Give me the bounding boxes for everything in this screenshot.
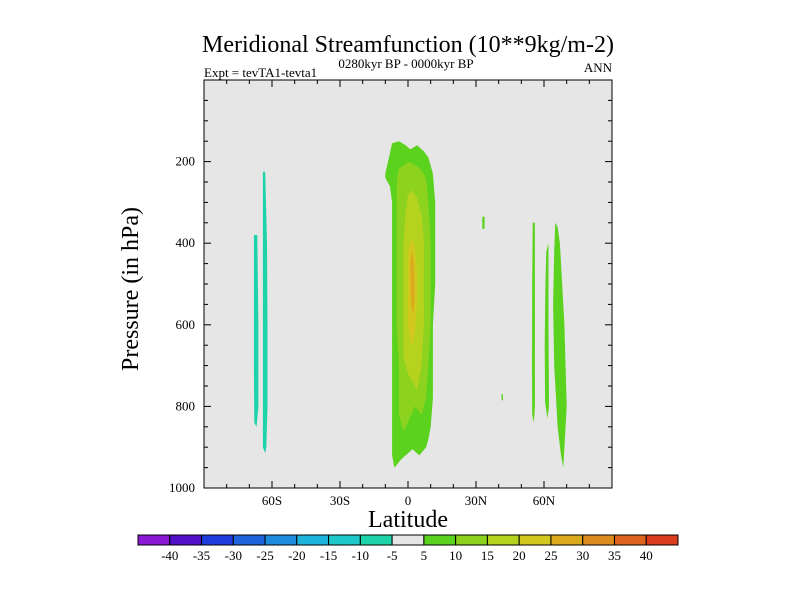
- colorbar-label: 10: [449, 548, 462, 563]
- y-tick-label: 400: [176, 235, 196, 250]
- y-tick-label: 600: [176, 317, 196, 332]
- colorbar-box: [264, 534, 298, 546]
- colorbar-label: 30: [576, 548, 589, 563]
- colorbar-label: -40: [161, 548, 178, 563]
- colorbar-label: 35: [608, 548, 621, 563]
- chart-subtitle-center: 0280kyr BP - 0000kyr BP: [338, 56, 473, 71]
- colorbar-box: [582, 534, 615, 546]
- colorbar-box: [518, 534, 552, 546]
- colorbar-box: [486, 534, 520, 546]
- colorbar-label: -25: [256, 548, 273, 563]
- colorbar-box: [137, 534, 171, 546]
- colorbar-box: [359, 534, 393, 546]
- y-tick-label: 200: [176, 154, 196, 169]
- colorbar-box: [455, 534, 488, 546]
- x-axis-label: Latitude: [368, 507, 448, 533]
- colorbar-box: [232, 534, 266, 546]
- colorbar-label: -20: [288, 548, 305, 563]
- colorbar-label: 40: [640, 548, 653, 563]
- cell-tropical-25-30: [410, 251, 415, 313]
- colorbar-label: 20: [513, 548, 526, 563]
- x-tick-label: 60S: [262, 493, 282, 508]
- cell-southern-b: [262, 171, 268, 454]
- colorbar-box: [391, 534, 425, 546]
- cell-small-b: [501, 394, 503, 401]
- cell-northern-b: [544, 243, 549, 419]
- colorbar-label: -5: [387, 548, 398, 563]
- cell-southern-a: [253, 235, 259, 427]
- colorbar-label: 25: [544, 548, 557, 563]
- contour-regions: [253, 141, 567, 468]
- colorbar-label: 5: [421, 548, 428, 563]
- x-tick-label: 30N: [465, 493, 488, 508]
- chart-subtitle-left: Expt = tevTA1-tevta1: [204, 65, 317, 80]
- colorbar-box: [169, 534, 203, 546]
- cell-northern-a: [532, 222, 535, 423]
- cell-small-a: [482, 216, 485, 229]
- colorbar-box: [423, 534, 457, 546]
- colorbar-label: 15: [481, 548, 494, 563]
- x-tick-label: 30S: [330, 493, 350, 508]
- y-tick-label: 800: [176, 398, 196, 413]
- cell-northern-c: [553, 222, 567, 468]
- colorbar-box: [296, 534, 330, 546]
- chart-title: Meridional Streamfunction (10**9kg/m-2): [202, 32, 614, 58]
- colorbar-label: -30: [225, 548, 242, 563]
- chart-subtitle-right: ANN: [584, 60, 613, 75]
- colorbar: -40 -35 -30 -25 -20 -15 -10 -5 5 10 15 20 25 30 35 40: [137, 534, 679, 563]
- colorbar-label: -15: [320, 548, 337, 563]
- plot-frame: [203, 79, 613, 489]
- colorbar-label: -10: [352, 548, 369, 563]
- y-axis-label: Pressure (in hPa): [118, 207, 144, 371]
- x-tick-label: 60N: [533, 493, 556, 508]
- x-tick-label: 0: [405, 493, 412, 508]
- y-tick-label: 1000: [169, 480, 195, 495]
- colorbar-box: [613, 534, 647, 546]
- colorbar-box: [328, 534, 361, 546]
- colorbar-box: [645, 534, 679, 546]
- colorbar-box: [550, 534, 584, 546]
- colorbar-box: [201, 534, 234, 546]
- colorbar-label: -35: [193, 548, 210, 563]
